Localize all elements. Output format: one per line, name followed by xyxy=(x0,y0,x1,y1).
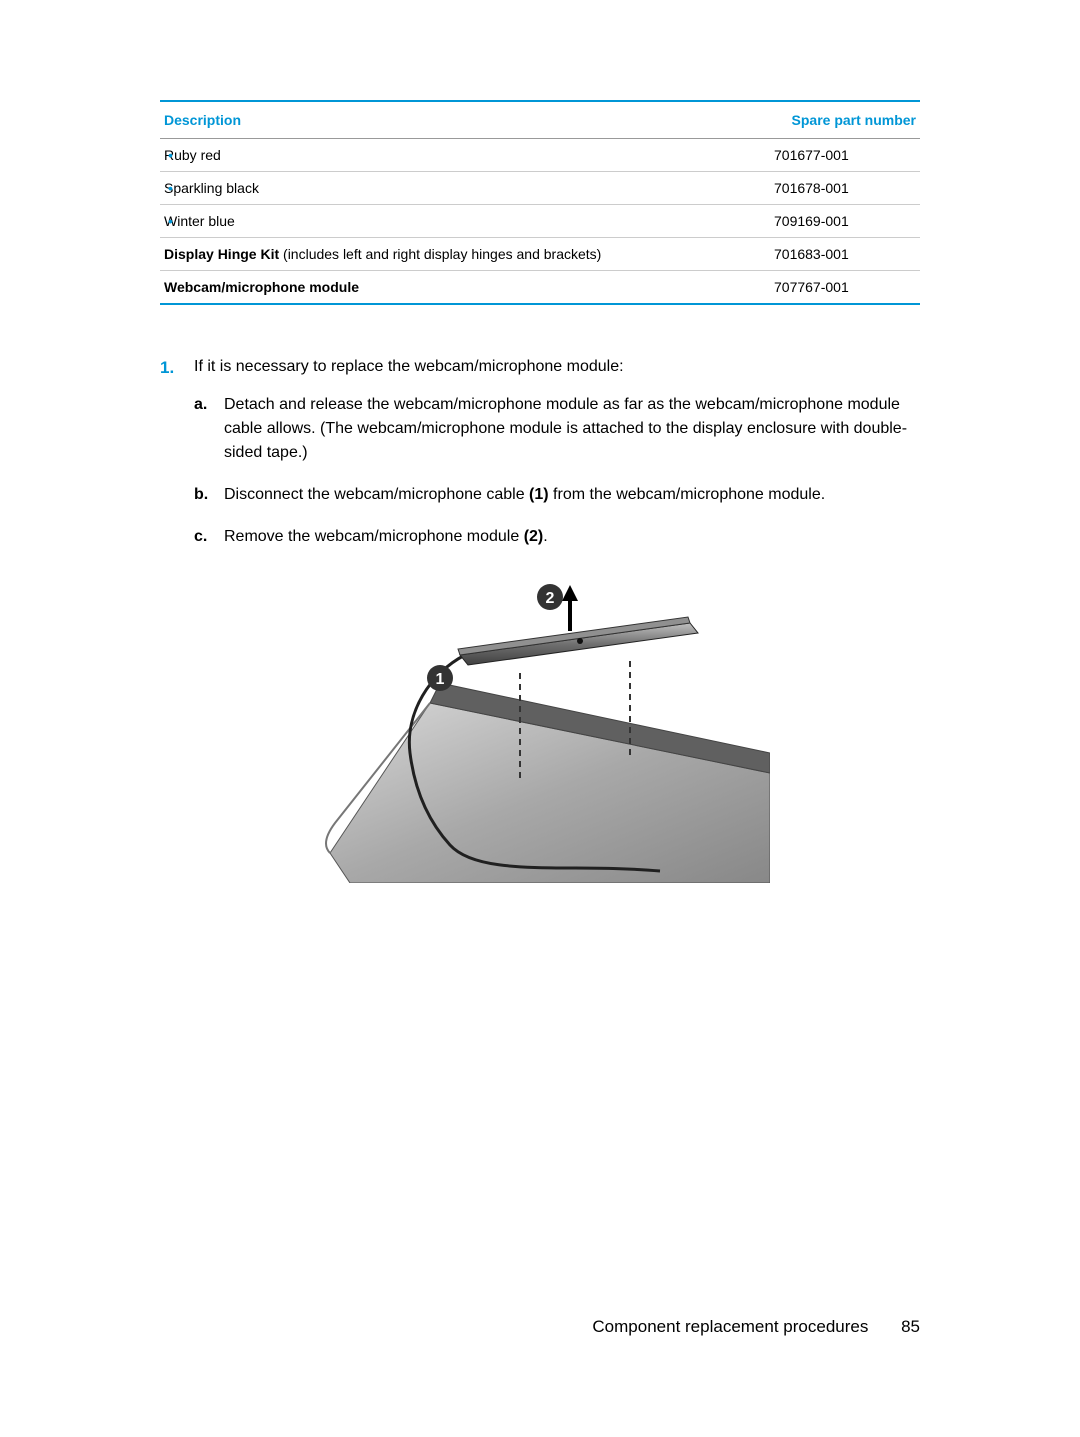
col-description: Description xyxy=(160,101,770,139)
table-row: Ruby red 701677-001 xyxy=(160,139,920,172)
spare-parts-table: Description Spare part number Ruby red 7… xyxy=(160,100,920,305)
col-part-number: Spare part number xyxy=(770,101,920,139)
table-row: Winter blue 709169-001 xyxy=(160,205,920,238)
substep-b: b. Disconnect the webcam/microphone cabl… xyxy=(194,483,920,507)
desc-bold: Display Hinge Kit xyxy=(164,246,279,262)
svg-text:2: 2 xyxy=(546,590,555,607)
steps-list: 1. If it is necessary to replace the web… xyxy=(160,355,920,567)
desc-rest: (includes left and right display hinges … xyxy=(279,246,601,262)
table-row: Webcam/microphone module 707767-001 xyxy=(160,271,920,305)
footer-title: Component replacement procedures xyxy=(592,1317,868,1336)
part-cell: 701678-001 xyxy=(770,172,920,205)
svg-text:1: 1 xyxy=(436,671,445,688)
desc-cell: Webcam/microphone module xyxy=(160,271,770,305)
part-cell: 709169-001 xyxy=(770,205,920,238)
page-number: 85 xyxy=(901,1317,920,1336)
desc-cell: Ruby red xyxy=(160,139,770,172)
table-row: Display Hinge Kit (includes left and rig… xyxy=(160,238,920,271)
page-footer: Component replacement procedures 85 xyxy=(592,1317,920,1337)
desc-cell: Sparkling black xyxy=(160,172,770,205)
step-1: 1. If it is necessary to replace the web… xyxy=(160,355,920,567)
part-cell: 701677-001 xyxy=(770,139,920,172)
webcam-module-diagram: 1 2 xyxy=(310,583,770,883)
table-row: Sparkling black 701678-001 xyxy=(160,172,920,205)
substep-letter: a. xyxy=(194,393,224,465)
diagram-container: 1 2 xyxy=(160,583,920,888)
substep-letter: c. xyxy=(194,525,224,549)
part-cell: 707767-001 xyxy=(770,271,920,305)
step-number: 1. xyxy=(160,355,194,567)
desc-cell: Winter blue xyxy=(160,205,770,238)
desc-bold: Webcam/microphone module xyxy=(164,279,359,295)
substep-text: Remove the webcam/microphone module (2). xyxy=(224,525,920,549)
substep-a: a. Detach and release the webcam/microph… xyxy=(194,393,920,465)
substep-text: Disconnect the webcam/microphone cable (… xyxy=(224,483,920,507)
substep-c: c. Remove the webcam/microphone module (… xyxy=(194,525,920,549)
desc-cell: Display Hinge Kit (includes left and rig… xyxy=(160,238,770,271)
part-cell: 701683-001 xyxy=(770,238,920,271)
substep-letter: b. xyxy=(194,483,224,507)
substep-text: Detach and release the webcam/microphone… xyxy=(224,393,920,465)
step-intro: If it is necessary to replace the webcam… xyxy=(194,355,920,379)
